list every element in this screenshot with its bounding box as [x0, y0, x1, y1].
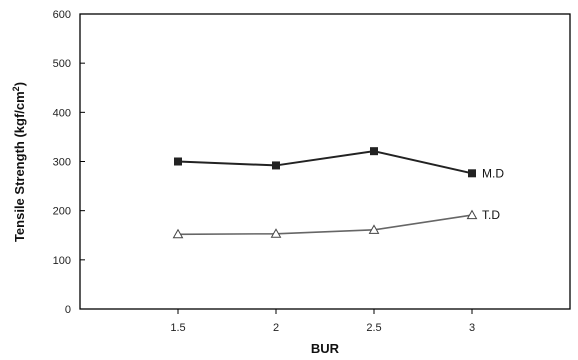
data-point-t-d [172, 228, 184, 239]
y-tick-label: 200 [53, 206, 71, 218]
x-tick-label: 1.5 [170, 322, 185, 334]
data-point-m-d [468, 169, 476, 178]
y-tick-label: 500 [53, 58, 71, 70]
data-point-m-d [174, 157, 182, 166]
y-tick-label: 100 [53, 255, 71, 267]
y-axis-title: Tensile Strength (kgf/cm2) [11, 82, 27, 242]
y-tick-label: 300 [53, 157, 71, 169]
data-point-m-d [272, 161, 280, 170]
x-tick-label: 2.5 [366, 322, 381, 334]
series-label-m-d: M.D [482, 166, 504, 180]
y-tick-label: 600 [53, 9, 71, 21]
y-axis-title-superscript: 2 [11, 86, 21, 91]
y-axis-title-close: ) [12, 82, 27, 86]
data-point-m-d [370, 147, 378, 156]
data-point-t-d [368, 224, 380, 234]
x-tick-label: 2 [273, 322, 279, 334]
series-line-t-d [177, 214, 473, 236]
series-line-m-d [177, 150, 473, 175]
x-axis: 1.5 2 2.5 3 [170, 309, 475, 334]
series-layer: M.D T.D [172, 147, 504, 239]
y-axis: 0 100 200 300 400 500 600 [53, 9, 85, 316]
series-label-t-d: T.D [482, 208, 500, 222]
x-axis-title: BUR [311, 341, 340, 356]
data-point-t-d [466, 209, 478, 220]
y-tick-label: 0 [65, 304, 71, 316]
data-point-t-d [270, 228, 282, 238]
y-tick-label: 400 [53, 107, 71, 119]
y-axis-title-main: Tensile Strength (kgf/cm [12, 91, 27, 242]
plot-area-frame [79, 13, 571, 310]
x-tick-label: 3 [469, 322, 475, 334]
